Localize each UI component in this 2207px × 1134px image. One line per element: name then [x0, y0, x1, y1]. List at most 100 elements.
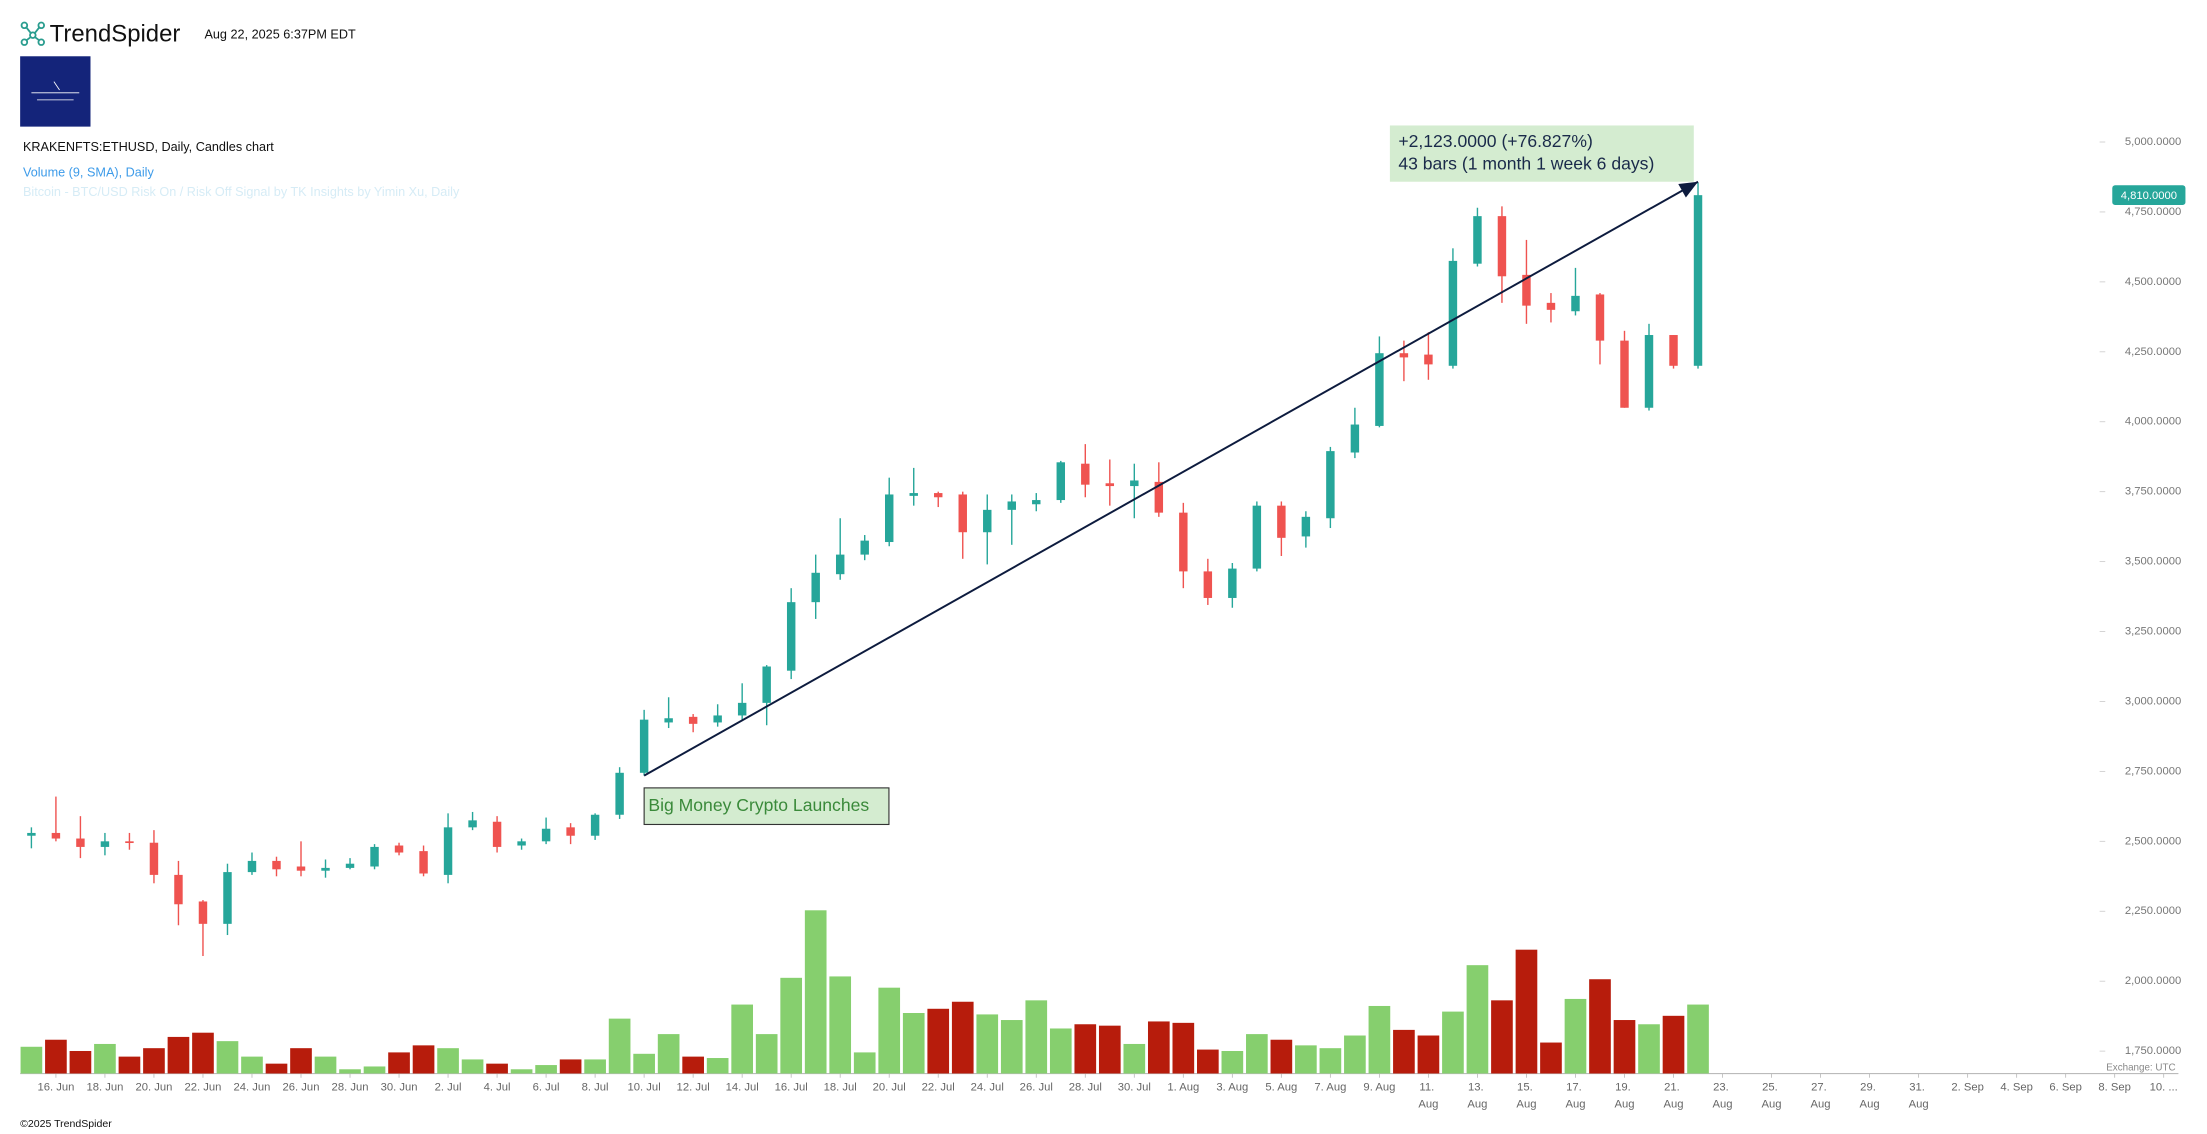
candle-body — [1228, 568, 1237, 598]
candle-body — [909, 493, 918, 496]
candle-body — [983, 509, 992, 533]
candle-body — [835, 554, 845, 575]
candle-body — [198, 901, 208, 924]
x-tick-label: 5. Aug — [1265, 1082, 1297, 1094]
candle-body — [1399, 353, 1409, 358]
x-tick-label-line: Aug — [1860, 1098, 1880, 1110]
x-tick-label: 1. Aug — [1167, 1082, 1199, 1094]
candle-body — [149, 842, 159, 875]
volume-bar — [388, 1052, 410, 1074]
volume-bar — [1246, 1034, 1268, 1074]
x-tick-label: 4. Jul — [484, 1082, 511, 1094]
timestamp: Aug 22, 2025 6:37PM EDT — [204, 28, 356, 42]
x-tick-label: 2. Jul — [435, 1082, 462, 1094]
volume-bar — [94, 1043, 116, 1074]
x-tick-label-line: Aug — [1467, 1098, 1487, 1110]
x-tick-label-line: Aug — [1811, 1098, 1831, 1110]
x-tick-label-line: 13. — [1468, 1082, 1487, 1094]
candle-body — [1693, 195, 1703, 366]
candle-body — [272, 860, 281, 870]
volume-bar — [1123, 1043, 1146, 1074]
volume-bar — [118, 1056, 141, 1074]
y-tick-label: 3,000.0000 — [2125, 695, 2181, 707]
volume-bar — [633, 1053, 655, 1074]
x-tick-label: 28. Jun — [332, 1082, 369, 1094]
candle-body — [468, 820, 477, 828]
candle-body — [1179, 512, 1188, 572]
volume-bar — [143, 1048, 165, 1074]
x-tick-label-line: Aug — [1909, 1098, 1929, 1110]
volume-bar — [241, 1056, 263, 1074]
x-tick-label: 22. Jun — [185, 1082, 222, 1094]
candle-body — [1203, 571, 1213, 598]
symbol-logo — [20, 56, 91, 127]
candle-body — [1375, 353, 1384, 426]
volume-bar — [1442, 1011, 1464, 1074]
x-tick-label: 10. Jul — [628, 1082, 661, 1094]
x-tick-label: 15. Aug — [1516, 1082, 1536, 1111]
candle-body — [1669, 335, 1678, 366]
candle-body — [125, 841, 134, 844]
volume-bar — [1270, 1039, 1293, 1074]
volume-bar — [951, 1001, 974, 1074]
measure-box — [1389, 125, 1694, 182]
y-tick-label: 5,000.0000 — [2125, 136, 2181, 148]
volume-bar — [1515, 949, 1538, 1074]
candle-body — [737, 702, 747, 716]
y-tick-label: 4,500.0000 — [2125, 276, 2181, 288]
volume-bar — [1613, 1020, 1636, 1074]
volume-bar — [1662, 1015, 1685, 1074]
volume-bar — [731, 1004, 754, 1074]
x-tick-label: 30. Jul — [1118, 1082, 1151, 1094]
volume-bar — [1491, 1000, 1513, 1074]
candle-body — [1473, 216, 1482, 264]
x-tick-label: 19. Aug — [1614, 1082, 1634, 1111]
candle-body — [762, 666, 771, 703]
volume-bar — [1221, 1050, 1244, 1074]
candle-body — [1448, 260, 1458, 366]
candle-body — [811, 572, 820, 603]
volume-bar — [1074, 1024, 1097, 1074]
candle-body — [1277, 505, 1286, 538]
y-tick-label: 2,750.0000 — [2125, 765, 2181, 777]
annotation-box — [643, 787, 890, 826]
x-tick-label: 18. Jul — [824, 1082, 857, 1094]
candle-body — [885, 494, 894, 543]
indicator-label: Bitcoin - BTC/USD Risk On / Risk Off Sig… — [23, 185, 460, 199]
x-tick-label: 31. Aug — [1909, 1082, 1929, 1111]
volume-bar — [314, 1056, 337, 1074]
x-tick-label: 10. ... — [2150, 1082, 2178, 1094]
candle-body — [1081, 463, 1090, 485]
measure-arrowhead — [1678, 181, 1699, 198]
x-tick-label: 20. Jul — [873, 1082, 906, 1094]
x-tick-label: 29. Aug — [1860, 1082, 1880, 1111]
x-tick-label: 26. Jul — [1020, 1082, 1053, 1094]
measure-change: +2,123.0000 (+76.827%) — [1398, 131, 1593, 151]
volume-bar — [167, 1036, 190, 1074]
last-price-label: 4,810.0000 — [2121, 190, 2177, 202]
x-tick-label-line: Aug — [1516, 1098, 1536, 1110]
x-tick-label: 11. Aug — [1418, 1082, 1438, 1111]
volume-bars — [20, 910, 1709, 1074]
volume-bar — [559, 1059, 582, 1074]
candle-body — [1546, 302, 1556, 310]
x-tick-label: 23. Aug — [1713, 1082, 1733, 1111]
x-tick-label-line: Aug — [1713, 1098, 1733, 1110]
candle-body — [247, 860, 257, 873]
indicator-label: Volume (9, SMA), Daily — [23, 165, 154, 179]
volume-bar — [878, 987, 901, 1074]
x-tick-label: 30. Jun — [381, 1082, 418, 1094]
y-tick-label: 3,750.0000 — [2125, 486, 2181, 498]
volume-bar — [1147, 1021, 1170, 1074]
x-tick-label: 12. Jul — [677, 1082, 710, 1094]
exchange-label: Exchange: UTC — [2106, 1062, 2175, 1073]
x-tick-label: 7. Aug — [1314, 1082, 1346, 1094]
candle-body — [1301, 516, 1311, 537]
volume-bar — [804, 910, 827, 1074]
candle-body — [860, 540, 869, 555]
candle-body — [1424, 354, 1433, 365]
x-tick-label-line: 23. — [1713, 1082, 1732, 1094]
volume-bar — [535, 1065, 557, 1074]
candle-body — [419, 851, 428, 874]
x-tick-label-line: 31. — [1909, 1082, 1928, 1094]
